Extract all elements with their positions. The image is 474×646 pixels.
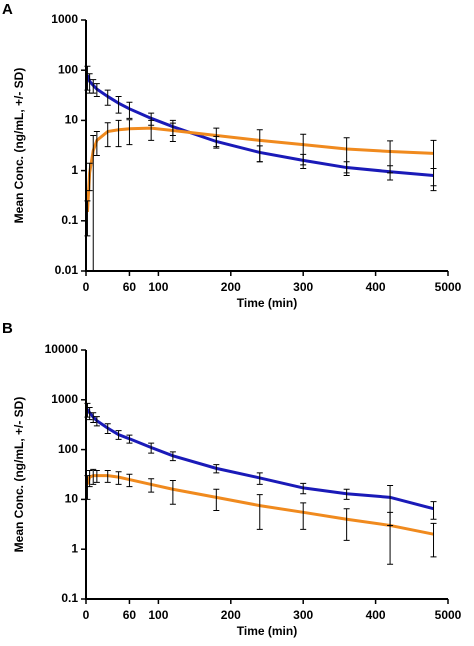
error-bar bbox=[115, 430, 122, 440]
x-tick-label: 200 bbox=[221, 608, 241, 622]
error-bar bbox=[256, 494, 263, 530]
error-bar bbox=[213, 488, 220, 511]
error-bar bbox=[343, 508, 350, 541]
y-tick-label: 1000 bbox=[51, 12, 78, 26]
error-bar bbox=[343, 488, 350, 500]
x-tick-label: 60 bbox=[123, 608, 137, 622]
panel-label: B bbox=[2, 320, 13, 337]
error-bar bbox=[430, 501, 437, 520]
error-bar bbox=[115, 119, 122, 148]
x-tick-label: 100 bbox=[148, 608, 168, 622]
x-tick-label: 0 bbox=[83, 608, 90, 622]
error-bar bbox=[86, 162, 93, 192]
error-bar bbox=[343, 137, 350, 174]
x-tick-label: 400 bbox=[366, 280, 386, 294]
error-bar bbox=[86, 407, 93, 421]
error-bar bbox=[104, 423, 111, 435]
error-bar bbox=[90, 412, 97, 424]
y-tick-label: 0.01 bbox=[55, 263, 79, 277]
error-bar bbox=[169, 451, 176, 462]
error-bar bbox=[104, 470, 111, 483]
x-axis-label: Time (min) bbox=[237, 296, 297, 310]
y-tick-label: 100 bbox=[58, 62, 78, 76]
error-bar bbox=[213, 127, 220, 148]
error-bar bbox=[300, 133, 307, 166]
error-bar bbox=[93, 131, 100, 156]
error-bar bbox=[148, 119, 155, 141]
y-tick-label: 0.1 bbox=[61, 591, 78, 605]
error-bar bbox=[148, 442, 155, 454]
x-tick-label: 5000 bbox=[435, 608, 462, 622]
error-bar bbox=[256, 129, 263, 163]
error-bar bbox=[126, 473, 133, 488]
y-tick-label: 10 bbox=[65, 492, 79, 506]
error-bar bbox=[387, 511, 394, 565]
error-bar bbox=[256, 472, 263, 485]
error-bar bbox=[104, 89, 111, 106]
y-tick-label: 1 bbox=[71, 163, 78, 177]
x-tick-label: 300 bbox=[293, 608, 313, 622]
panel-label: A bbox=[2, 1, 13, 18]
x-tick-label: 400 bbox=[366, 608, 386, 622]
error-bar bbox=[90, 79, 97, 94]
error-bar bbox=[169, 479, 176, 505]
axes bbox=[85, 20, 448, 272]
error-bar bbox=[115, 471, 122, 485]
error-bar bbox=[104, 122, 111, 148]
error-bar bbox=[93, 83, 100, 97]
y-tick-label: 10 bbox=[65, 113, 79, 127]
y-tick-label: 1 bbox=[71, 541, 78, 555]
error-bar bbox=[126, 101, 133, 119]
error-bar bbox=[148, 478, 155, 493]
error-bar bbox=[387, 140, 394, 174]
x-tick-label: 60 bbox=[123, 280, 137, 294]
error-bar bbox=[213, 464, 220, 474]
y-axis-label: Mean Conc. (ng/mL, +/- SD) bbox=[12, 68, 26, 224]
error-bar bbox=[90, 468, 97, 485]
x-tick-label: 5000 bbox=[435, 280, 462, 294]
x-tick-label: 300 bbox=[293, 280, 313, 294]
error-bar bbox=[169, 122, 176, 142]
error-bar bbox=[126, 434, 133, 444]
series-line bbox=[86, 74, 434, 177]
error-bar bbox=[126, 119, 133, 146]
x-axis-label: Time (min) bbox=[237, 624, 297, 638]
error-bar bbox=[93, 416, 100, 427]
error-bar bbox=[93, 470, 100, 483]
error-bar bbox=[430, 139, 437, 192]
y-tick-label: 100 bbox=[58, 442, 78, 456]
y-axis-label: Mean Conc. (ng/mL, +/- SD) bbox=[12, 397, 26, 553]
error-bar bbox=[300, 482, 307, 495]
error-bar bbox=[86, 470, 93, 488]
x-tick-label: 200 bbox=[221, 280, 241, 294]
axes bbox=[85, 350, 448, 600]
y-tick-label: 0.1 bbox=[61, 213, 78, 227]
x-tick-label: 0 bbox=[83, 280, 90, 294]
error-bar bbox=[300, 502, 307, 530]
x-tick-label: 100 bbox=[148, 280, 168, 294]
error-bar bbox=[115, 95, 122, 114]
error-bar bbox=[430, 522, 437, 558]
y-tick-label: 10000 bbox=[45, 342, 79, 356]
series-line bbox=[86, 408, 434, 511]
y-tick-label: 1000 bbox=[51, 392, 78, 406]
